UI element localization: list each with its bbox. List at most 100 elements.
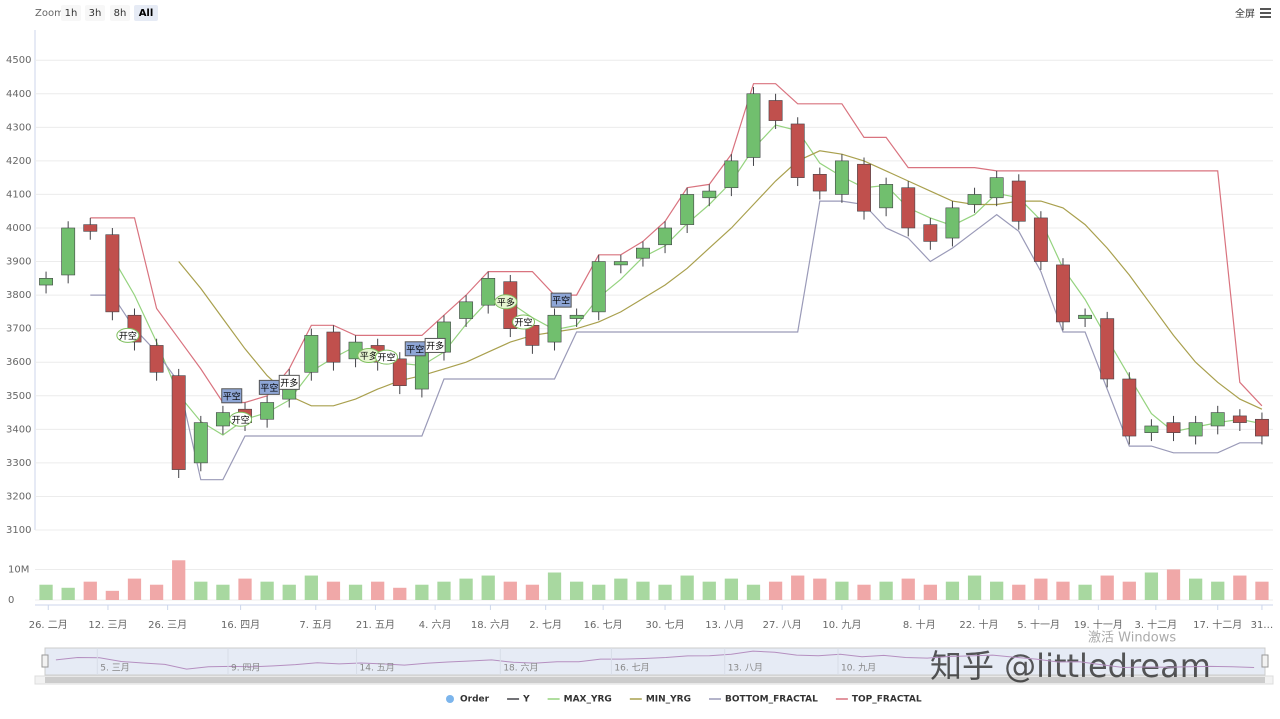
order-marker: 开空: [116, 327, 140, 343]
candle-body: [702, 190, 717, 199]
volume-bar: [746, 584, 761, 600]
volume-bar: [1012, 584, 1026, 600]
legend-symbol: [446, 695, 454, 703]
y-tick-label: 4400: [6, 89, 31, 100]
order-label: 平空: [260, 382, 278, 394]
order-circle: [494, 294, 518, 310]
volume-bar: [768, 581, 783, 600]
volume-bar: [503, 581, 517, 600]
navigator-label: 14. 五月: [360, 663, 395, 674]
candle-body: [746, 93, 761, 158]
volume-bar: [348, 584, 363, 600]
zoom-button[interactable]: 8h: [114, 8, 127, 19]
volume-bar: [1166, 569, 1181, 600]
volume-bar: [879, 581, 893, 600]
order-label: 开空: [515, 316, 533, 328]
order-marker: 开多: [424, 337, 446, 353]
y-tick-label: 4100: [6, 189, 31, 200]
volume-bar: [1078, 584, 1092, 600]
x-tick-label: 22. 十月: [959, 618, 998, 631]
y-tick-label: 3900: [6, 257, 31, 268]
zoom-button[interactable]: 3h: [89, 8, 102, 19]
zoom-label: Zoom: [35, 8, 64, 19]
volume-bar: [194, 581, 208, 600]
volume-bar: [260, 581, 274, 600]
x-tick-label: 13. 八月: [705, 619, 744, 631]
x-tick-label: 19. 十一月: [1074, 618, 1123, 631]
legend-label[interactable]: MIN_YRG: [646, 695, 691, 705]
zoom-button-bg[interactable]: [110, 5, 130, 21]
candle-body: [1033, 217, 1048, 262]
y-tick-label: 4500: [6, 55, 31, 66]
candle-body: [879, 184, 894, 209]
x-tick-label: 16. 四月: [221, 619, 260, 631]
zoom-button[interactable]: All: [139, 8, 154, 19]
legend-label[interactable]: Order: [460, 695, 490, 705]
volume-bar: [990, 581, 1004, 600]
y-tick-label: 3300: [6, 458, 31, 469]
order-marker: 平多: [494, 294, 518, 310]
order-label: 开空: [377, 352, 395, 364]
order-label: 平空: [223, 390, 241, 402]
candle-body: [61, 227, 76, 276]
y-tick-label: 3600: [6, 357, 31, 368]
order-flag: [424, 337, 446, 353]
volume-bar: [393, 587, 407, 600]
candle-body: [392, 358, 407, 387]
menu-icon[interactable]: [1260, 8, 1271, 18]
volume-bar: [592, 584, 606, 600]
volume-bar: [1188, 578, 1203, 600]
legend-label[interactable]: Y: [522, 695, 530, 705]
order-circle: [116, 327, 140, 343]
x-tick-label: 30. 七月: [646, 619, 685, 631]
volume-bar: [459, 578, 473, 600]
legend-label[interactable]: MAX_YRG: [564, 695, 612, 705]
volume-bar: [216, 584, 230, 600]
candle-body: [326, 331, 341, 363]
volume-bar: [371, 581, 385, 600]
order-label: 平空: [552, 295, 570, 307]
volume-bar: [791, 575, 805, 600]
order-marker: 平多: [357, 348, 381, 364]
candle-body: [83, 224, 98, 232]
x-tick-label: 3. 十二月: [1134, 618, 1177, 631]
zoom-button[interactable]: 1h: [65, 8, 78, 19]
x-tick-label: 21. 五月: [356, 619, 395, 631]
volume-bar: [1211, 581, 1225, 600]
volume-bar: [967, 575, 982, 600]
volume-bar: [83, 581, 97, 600]
candle-body: [1255, 418, 1269, 437]
x-tick-label: 31…: [1251, 620, 1274, 631]
zoom-button-bg[interactable]: [134, 5, 158, 21]
candle-body: [1011, 180, 1026, 222]
navigator-handle[interactable]: [1261, 654, 1269, 668]
order-label: 平多: [497, 296, 515, 308]
y-tick-label: 4000: [6, 223, 31, 234]
legend-label[interactable]: BOTTOM_FRACTAL: [725, 695, 818, 705]
x-tick-label: 16. 七月: [584, 619, 623, 631]
volume-bar: [1255, 581, 1269, 600]
volume-bar: [61, 587, 75, 600]
zoom-button-bg[interactable]: [85, 5, 105, 21]
candle-body: [547, 314, 562, 343]
zoom-button-bg[interactable]: [61, 5, 81, 21]
y-tick-label: 10M: [8, 564, 29, 575]
candle-body: [1056, 264, 1070, 323]
legend-label[interactable]: TOP_FRACTAL: [852, 695, 922, 705]
y-tick-label: 4300: [6, 122, 31, 133]
candle-body: [658, 227, 672, 246]
candle-body: [724, 160, 739, 189]
x-tick-label: 7. 五月: [299, 619, 332, 631]
fullscreen-button[interactable]: 全屏: [1235, 7, 1255, 20]
order-circle: [512, 314, 536, 330]
volume-bar: [238, 578, 252, 600]
navigator-handle[interactable]: [41, 654, 49, 668]
candle-body: [680, 194, 695, 225]
y-tick-label: 4200: [6, 156, 31, 167]
volume-bar: [724, 578, 739, 600]
scrollbar-thumb[interactable]: [45, 677, 1265, 683]
order-marker: 平空: [258, 379, 280, 395]
x-tick-label: 10. 九月: [822, 619, 861, 631]
candle-body: [1144, 425, 1159, 433]
